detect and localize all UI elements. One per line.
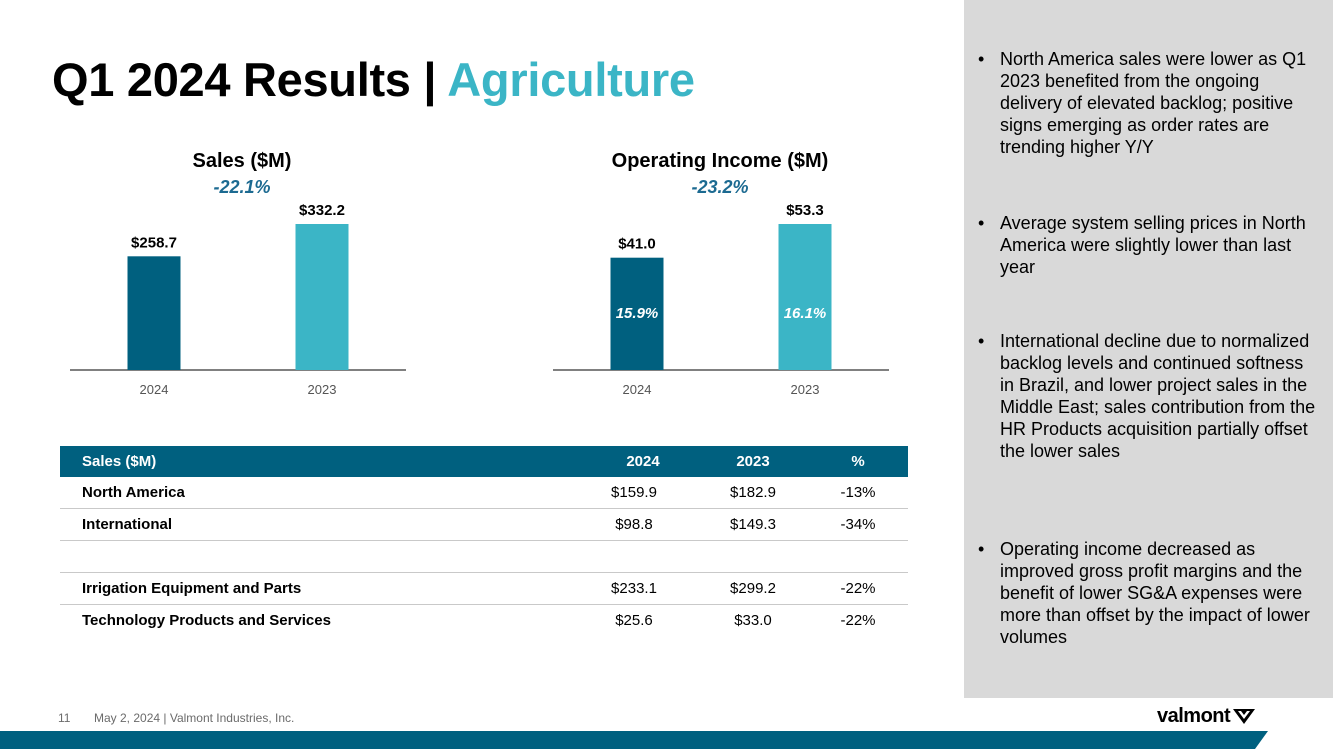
row-value-2023: $33.0	[734, 612, 772, 629]
margin-label-2023: 16.1%	[784, 305, 827, 322]
row-value-pct: -34%	[808, 508, 908, 541]
row-value-pct	[808, 540, 908, 573]
commentary-panel: • North America sales were lower as Q1 20…	[964, 0, 1333, 698]
title-accent: Agriculture	[447, 53, 695, 106]
table-header-pct: %	[808, 446, 908, 477]
valmont-logo: valmont	[1157, 705, 1256, 728]
row-label	[60, 540, 570, 573]
operating-income-chart-title: Operating Income ($M)	[611, 150, 829, 172]
sales-chart: $258.7 2024 $332.2 2023	[70, 202, 406, 397]
bullet-item: • Operating income decreased as improved …	[978, 538, 1320, 648]
footer-date-company: May 2, 2024 | Valmont Industries, Inc.	[94, 711, 295, 725]
bar-2024	[127, 256, 181, 370]
bullet-dot: •	[978, 331, 985, 351]
data-label-2023: $332.2	[299, 202, 345, 219]
bar-2023	[778, 224, 832, 370]
table-header-label: Sales ($M)	[60, 446, 570, 477]
valmont-logo-icon	[1233, 709, 1256, 724]
bar-2024	[610, 257, 664, 370]
data-label-2024: $258.7	[131, 234, 177, 251]
footer-bar	[0, 731, 1268, 749]
page-title: Q1 2024 Results | Agriculture	[52, 52, 695, 107]
table-row: International $98.8 $149.3 -34%	[60, 508, 908, 541]
row-label: Technology Products and Services	[82, 612, 331, 629]
bullet-text: Average system selling prices in North A…	[1000, 213, 1306, 277]
row-value-2024: $159.9	[570, 477, 698, 509]
row-value-pct: -22%	[840, 612, 876, 629]
table-row: Technology Products and Services $25.6 $…	[60, 605, 908, 637]
bullet-text: International decline due to normalized …	[1000, 331, 1316, 461]
table-row-spacer	[60, 540, 908, 573]
footer-bar-shape	[0, 731, 1268, 749]
page-number: 11	[58, 711, 71, 725]
row-value-2024: $98.8	[570, 508, 698, 541]
row-value-2024	[570, 540, 698, 573]
margin-label-2024: 15.9%	[616, 305, 659, 322]
tick-label-2023: 2023	[791, 382, 820, 397]
operating-income-chart: $41.0 15.9% 2024 $53.3 16.1% 2023	[553, 202, 889, 397]
bullet-item: • Average system selling prices in North …	[978, 212, 1320, 278]
row-value-2024: $25.6	[615, 612, 653, 629]
table-row: North America $159.9 $182.9 -13%	[60, 477, 908, 509]
sales-breakdown-table: Sales ($M) 2024 2023 % North America $15…	[60, 446, 908, 636]
row-value-2024: $233.1	[570, 572, 698, 605]
row-label: International	[60, 508, 570, 541]
tick-label-2023: 2023	[308, 382, 337, 397]
bullet-item: • North America sales were lower as Q1 20…	[978, 48, 1320, 158]
sales-chart-change: -22.1%	[213, 177, 271, 197]
row-value-2023: $149.3	[698, 508, 808, 541]
row-label: Irrigation Equipment and Parts	[60, 572, 570, 605]
bullet-text: Operating income decreased as improved g…	[1000, 539, 1310, 647]
data-label-2024: $41.0	[618, 236, 656, 253]
bullet-dot: •	[978, 213, 985, 233]
logo-text: valmont	[1157, 705, 1231, 727]
row-label: North America	[60, 477, 570, 509]
bullet-item: • International decline due to normalized…	[978, 330, 1320, 462]
bullet-text: North America sales were lower as Q1 202…	[1000, 49, 1307, 157]
table-header-2023: 2023	[698, 446, 808, 477]
bar-2023	[295, 224, 349, 370]
bullet-dot: •	[978, 49, 985, 69]
row-value-pct: -13%	[808, 477, 908, 509]
row-value-2023: $299.2	[698, 572, 808, 605]
tick-label-2024: 2024	[623, 382, 652, 397]
tick-label-2024: 2024	[140, 382, 169, 397]
data-label-2023: $53.3	[786, 202, 824, 219]
sales-chart-title: Sales ($M)	[192, 150, 292, 172]
table-header-row: Sales ($M) 2024 2023 %	[60, 446, 908, 477]
title-main: Q1 2024 Results |	[52, 53, 448, 106]
table-row: Irrigation Equipment and Parts $233.1 $2…	[60, 572, 908, 605]
operating-income-chart-change: -23.2%	[691, 177, 749, 197]
row-value-pct: -22%	[808, 572, 908, 605]
row-value-2023: $182.9	[698, 477, 808, 509]
bullet-dot: •	[978, 539, 985, 559]
row-value-2023	[698, 540, 808, 573]
table-header-2024: 2024	[570, 446, 698, 477]
